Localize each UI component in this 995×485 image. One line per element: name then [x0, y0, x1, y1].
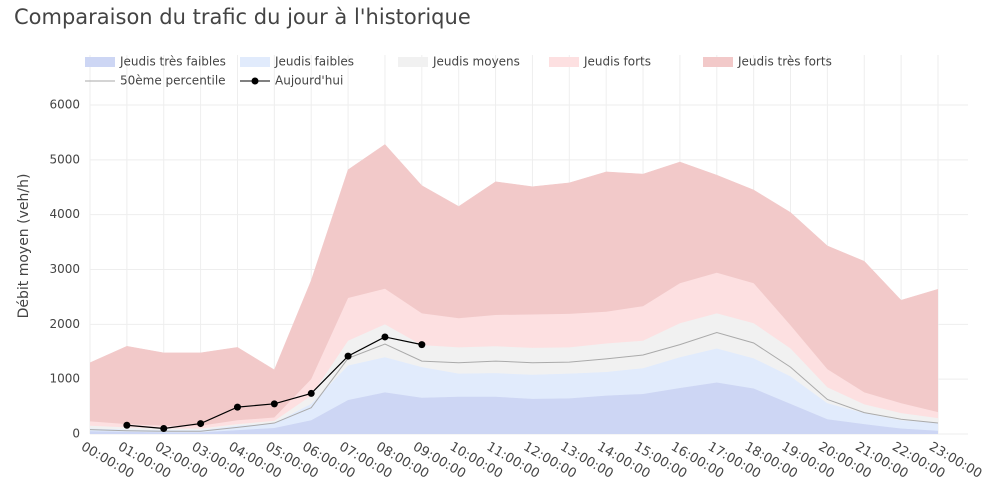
- legend-label: Jeudis forts: [583, 55, 651, 69]
- y-tick-label: 3000: [49, 262, 80, 276]
- y-tick-label: 0: [72, 427, 80, 441]
- band-fill: [90, 144, 938, 426]
- point: [381, 333, 389, 341]
- point: [123, 421, 131, 429]
- point: [344, 352, 352, 360]
- legend-label: 50ème percentile: [120, 74, 226, 88]
- band-edge: [89, 144, 939, 371]
- legend-label: Jeudis très forts: [737, 55, 832, 69]
- legend-swatch: [703, 57, 733, 67]
- legend-swatch: [398, 57, 428, 67]
- chart-title: Comparaison du trafic du jour à l'histor…: [14, 5, 471, 29]
- legend-swatch: [85, 57, 115, 67]
- legend-label: Jeudis moyens: [432, 55, 520, 69]
- band-fill: [90, 272, 938, 429]
- band-fill: [90, 382, 938, 434]
- y-axis-label: Débit moyen (veh/h): [16, 174, 32, 319]
- point: [270, 400, 278, 408]
- y-tick-label: 4000: [49, 207, 80, 221]
- point: [418, 341, 426, 349]
- point: [160, 425, 168, 433]
- legend-label: Jeudis faibles: [274, 55, 354, 69]
- band-fill: [90, 313, 938, 431]
- legend-swatch: [549, 57, 579, 67]
- y-tick-label: 2000: [49, 317, 80, 331]
- plot: [89, 144, 939, 434]
- y-tick-label: 1000: [49, 372, 80, 386]
- point: [233, 403, 241, 411]
- point: [307, 389, 315, 397]
- series-line: [89, 332, 939, 432]
- point: [197, 420, 205, 428]
- legend-label: Jeudis très faibles: [119, 55, 226, 69]
- y-tick-label: 5000: [49, 152, 80, 166]
- legend-label: Aujourd'hui: [275, 74, 343, 88]
- y-tick-label: 6000: [49, 98, 80, 112]
- legend-swatch: [240, 57, 270, 67]
- legend-marker: [251, 77, 259, 85]
